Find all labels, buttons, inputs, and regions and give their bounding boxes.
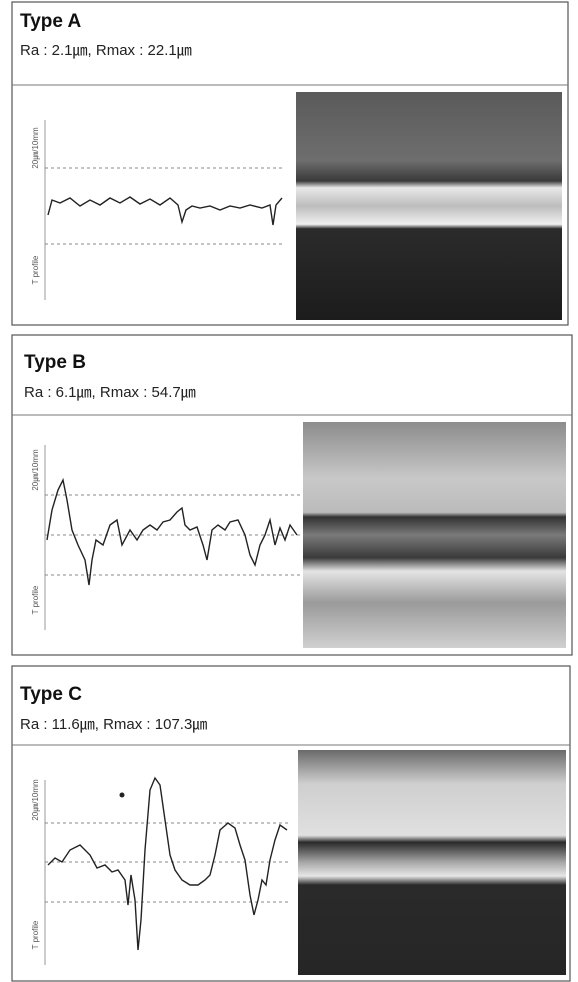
photo (303, 422, 566, 648)
axis-label: T profile (31, 585, 40, 614)
profile-trace (47, 776, 288, 951)
scale-label: 20㎛/10mm (31, 449, 41, 491)
scale-label: 20㎛/10mm (31, 779, 41, 821)
panel-a: Type A Ra : 2.1㎛, Rmax : 22.1㎛ 20㎛/10mm … (11, 1, 569, 326)
axis-label: T profile (31, 920, 40, 949)
panel-b: Type B Ra : 6.1㎛, Rmax : 54.7㎛ 20㎛/10mm … (11, 334, 573, 656)
panel-c: Type C Ra : 11.6㎛, Rmax : 107.3㎛ 20㎛/10m… (11, 665, 571, 982)
panel-title: Type B (24, 352, 86, 373)
photo (296, 92, 562, 320)
profile-trace (46, 477, 298, 586)
panel-title: Type C (20, 684, 82, 705)
roughness: Ra : 6.1㎛, Rmax : 54.7㎛ (24, 384, 196, 401)
photo (298, 750, 566, 975)
panel-title: Type A (20, 11, 82, 32)
roughness: Ra : 11.6㎛, Rmax : 107.3㎛ (20, 716, 207, 733)
scale-label: 20㎛/10mm (31, 127, 41, 169)
dot (119, 792, 125, 798)
roughness: Ra : 2.1㎛, Rmax : 22.1㎛ (20, 42, 192, 59)
axis-label: T profile (31, 255, 40, 284)
profile-trace (47, 196, 283, 226)
